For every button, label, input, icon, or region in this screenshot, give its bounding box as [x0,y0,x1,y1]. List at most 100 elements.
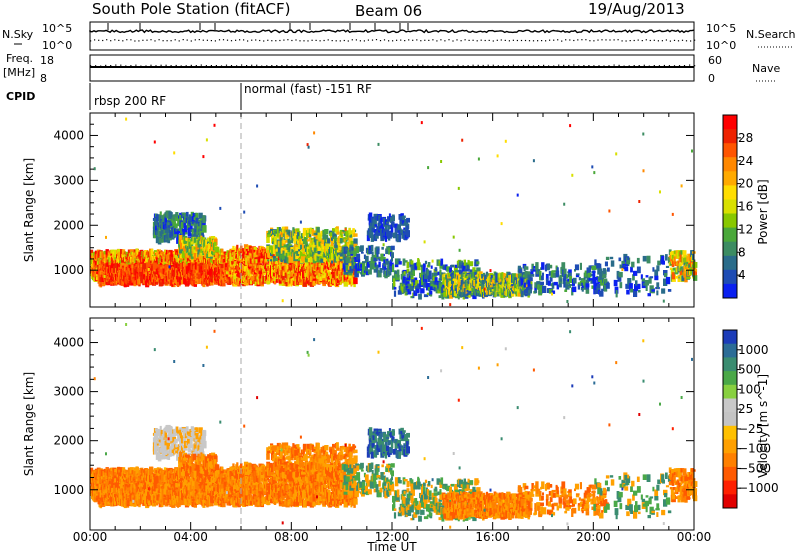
power-cell [94,260,98,266]
power-cell [285,278,288,287]
power-cell [149,271,153,274]
nsearch-dot [557,39,559,41]
power-cell [160,228,164,233]
nave-dot [150,64,152,66]
nsearch-dot [456,39,458,41]
nsearch-dot [464,39,466,41]
nave-dot [371,65,374,67]
nave-dot [281,65,283,67]
nsearch-dot [641,40,643,42]
nave-dot [442,65,444,67]
nave-dot [331,65,333,67]
power-cell [155,281,159,285]
power-cell [252,273,256,279]
nsearch-dot [504,39,506,41]
power-cell [278,279,283,284]
power-cell [294,271,298,280]
power-cell [123,279,127,288]
power-cell [271,254,276,257]
power-cell [102,282,106,285]
nave-dot [613,64,615,66]
nave-dot [145,65,147,67]
nsearch-dot [629,40,631,42]
power-cell [174,229,179,235]
nsearch-dot [500,39,502,41]
nsearch-dot [681,39,684,41]
nsearch-dot [597,39,599,41]
nave-dot [276,65,278,67]
nsearch-dot [162,40,164,42]
power-cell [270,278,273,283]
nsearch-dot [565,39,567,41]
power-cell [158,238,163,243]
nave-tick-bottom: 0 [708,72,715,85]
nave-dot [140,65,142,67]
nave-dot [608,65,610,67]
power-cell [101,274,104,283]
power-cell [186,216,190,220]
nsearch-dot [251,39,253,41]
nave-dot [598,65,600,67]
nsearch-dot [379,40,382,42]
power-cell [196,278,200,284]
nsearch-dot [150,39,152,41]
nsearch-dot [355,39,357,41]
power-cell [302,279,307,287]
power-cell [229,257,232,265]
nave-dot [170,65,172,67]
nsky-trace [89,28,695,34]
nave-dot [236,65,238,67]
power-cell [232,245,235,250]
nave-dot [306,65,308,67]
power-cell [165,234,169,239]
nave-dot [316,65,318,67]
nave-dot [588,65,590,67]
nave-dot [205,65,207,67]
nave-dot [175,64,177,67]
power-cell [312,280,316,286]
power-cell [253,270,257,275]
power-cell [341,278,345,283]
nsearch-dot [661,40,663,42]
nave-dot [507,65,509,67]
power-cell [171,256,175,262]
nsearch-dot [190,40,192,42]
power-cell [322,281,327,285]
freq-tick-bottom: 8 [40,72,47,85]
nsearch-dot [279,39,281,42]
nsearch-dot [653,39,655,41]
nsearch-dot [645,39,647,41]
power-cell [220,252,224,257]
nsearch-dot [218,39,221,41]
power-cell [185,211,189,217]
nave-dot [346,65,348,67]
nsearch-dot [400,39,402,41]
beam-label: Beam 06 [355,2,422,20]
nsearch-dot [452,40,454,42]
nave-dot [321,64,323,66]
nsearch-dot [235,39,237,41]
nsearch-dot [484,39,486,42]
nave-dot [694,65,696,67]
power-cell [181,279,184,285]
nave-dot [437,65,439,67]
power-cell [169,220,173,228]
nsearch-dot [319,40,321,42]
power-cell [250,276,253,281]
power-cell [110,279,114,282]
nave-dot [573,64,575,66]
nave-dot [457,64,459,66]
power-cell [176,212,179,219]
power-cell [230,253,234,261]
power-cell [164,264,168,272]
nsearch-dot [649,39,651,42]
nsearch-dot [327,39,329,41]
power-cell [148,271,151,280]
date-label: 19/Aug/2013 [588,0,685,18]
power-cell [308,268,313,276]
nsky-traces [89,23,696,42]
power-cell [121,249,126,256]
power-cell [206,280,209,287]
nsearch-dot [158,39,160,41]
